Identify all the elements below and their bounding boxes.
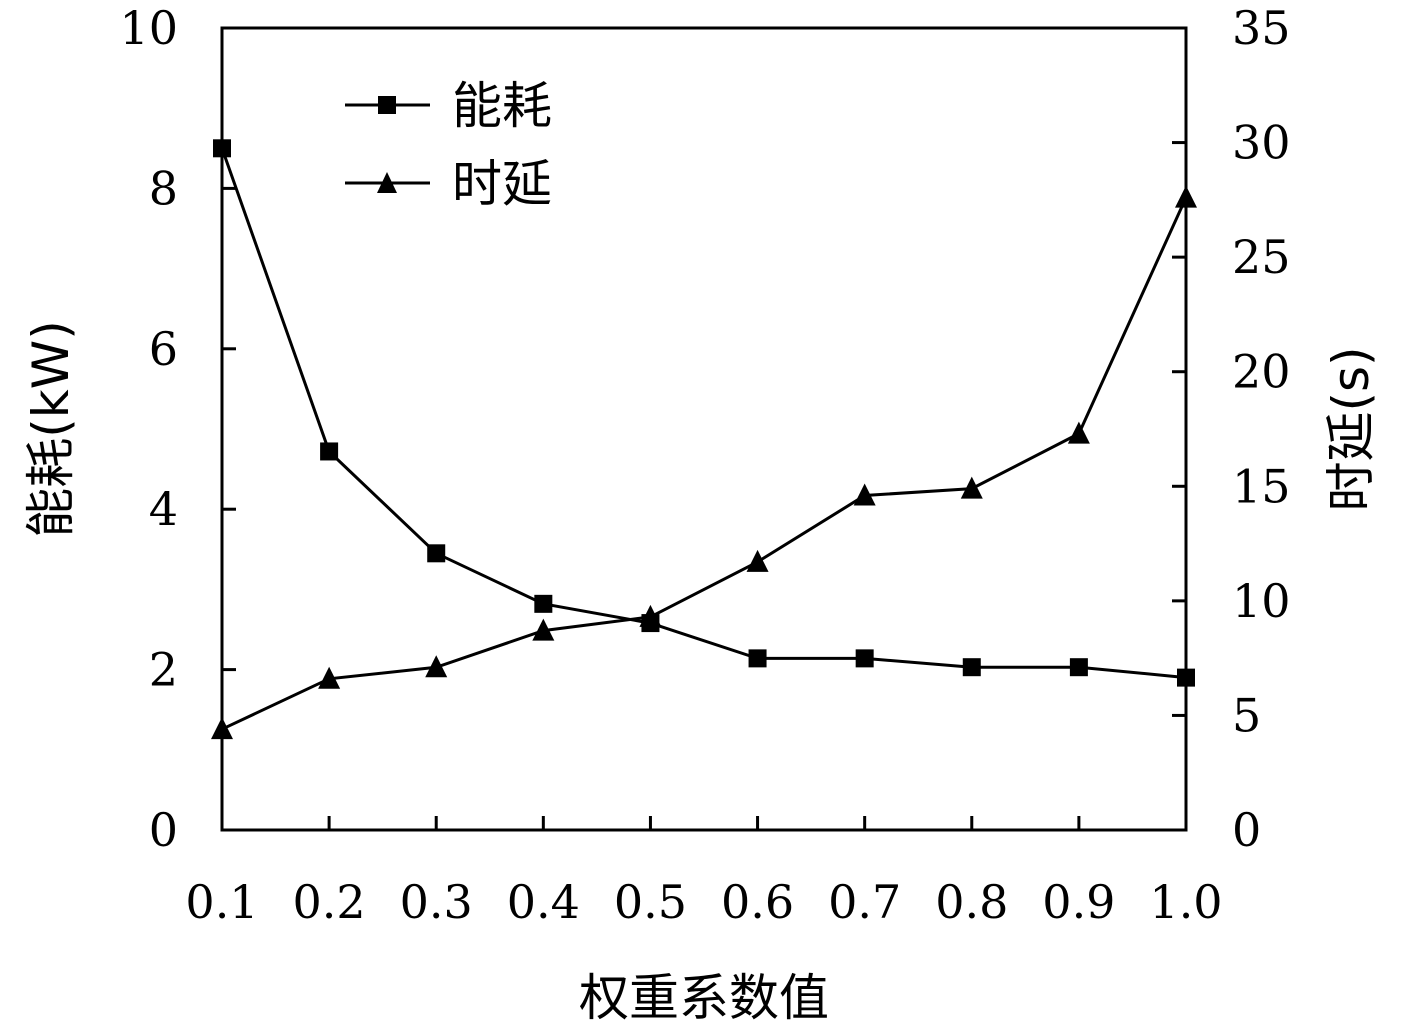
x-tick-label: 0.4 — [507, 875, 580, 929]
left-tick-label: 2 — [149, 643, 178, 697]
energy-point — [748, 649, 767, 668]
delay-point — [532, 618, 555, 641]
right-tick-label: 15 — [1232, 459, 1291, 513]
x-tick-label: 0.2 — [293, 875, 366, 929]
x-axis-title: 权重系数值 — [579, 969, 829, 1027]
energy-point — [427, 544, 446, 563]
delay-point — [1175, 185, 1197, 208]
energy-point — [1069, 658, 1088, 677]
left-axis-title: 能耗(kW) — [22, 320, 80, 537]
series-line-energy — [220, 147, 1187, 680]
left-tick-label: 10 — [119, 1, 178, 55]
x-tick-label: 0.9 — [1042, 875, 1115, 929]
left-tick-label: 4 — [149, 482, 178, 536]
right-tick-label: 35 — [1232, 1, 1291, 55]
legend-marker-energy — [378, 96, 396, 114]
delay-point — [746, 549, 769, 572]
right-tick-label: 30 — [1232, 116, 1291, 170]
x-tick-label: 0.1 — [185, 875, 258, 929]
legend-label-delay: 时延 — [452, 155, 552, 213]
right-tick-label: 0 — [1232, 803, 1261, 857]
energy-point — [534, 594, 553, 613]
x-tick-label: 0.8 — [935, 875, 1008, 929]
x-axis-ticks: 0.1 0.2 0.3 0.4 0.5 0.6 0.7 0.8 0.9 1.0 — [185, 816, 1223, 929]
delay-point — [853, 483, 876, 506]
x-tick-label: 0.5 — [614, 875, 687, 929]
delay-point — [1067, 421, 1090, 444]
delay-point — [211, 717, 233, 740]
energy-point — [320, 442, 339, 461]
right-tick-label: 25 — [1232, 230, 1291, 284]
right-tick-label: 20 — [1232, 345, 1291, 399]
left-tick-label: 6 — [149, 322, 178, 376]
legend: 能耗 时延 — [345, 77, 552, 213]
energy-point — [855, 649, 874, 668]
delay-point — [639, 604, 662, 627]
right-axis-title: 时延(s) — [1322, 346, 1380, 511]
energy-point — [213, 139, 231, 158]
legend-marker-delay — [377, 172, 397, 193]
energy-point — [962, 658, 981, 677]
plot-frame — [220, 26, 1188, 832]
x-tick-label: 0.6 — [721, 875, 794, 929]
series-line-delay — [221, 196, 1188, 731]
legend-label-energy: 能耗 — [452, 77, 552, 135]
energy-point — [1177, 668, 1195, 687]
delay-point — [318, 666, 341, 689]
delay-point — [425, 655, 448, 678]
series-layer — [211, 139, 1197, 740]
right-tick-label: 10 — [1232, 574, 1291, 628]
x-tick-label: 0.7 — [828, 875, 901, 929]
x-tick-label: 1.0 — [1149, 875, 1222, 929]
x-tick-label: 0.3 — [400, 875, 473, 929]
left-tick-label: 8 — [149, 161, 178, 215]
right-axis-ticks: 0 5 10 15 20 25 30 35 — [1172, 1, 1291, 857]
left-axis-ticks: 0 2 4 6 8 10 — [119, 1, 236, 857]
delay-point — [960, 476, 983, 499]
left-tick-label: 0 — [149, 803, 178, 857]
right-tick-label: 5 — [1232, 688, 1261, 742]
